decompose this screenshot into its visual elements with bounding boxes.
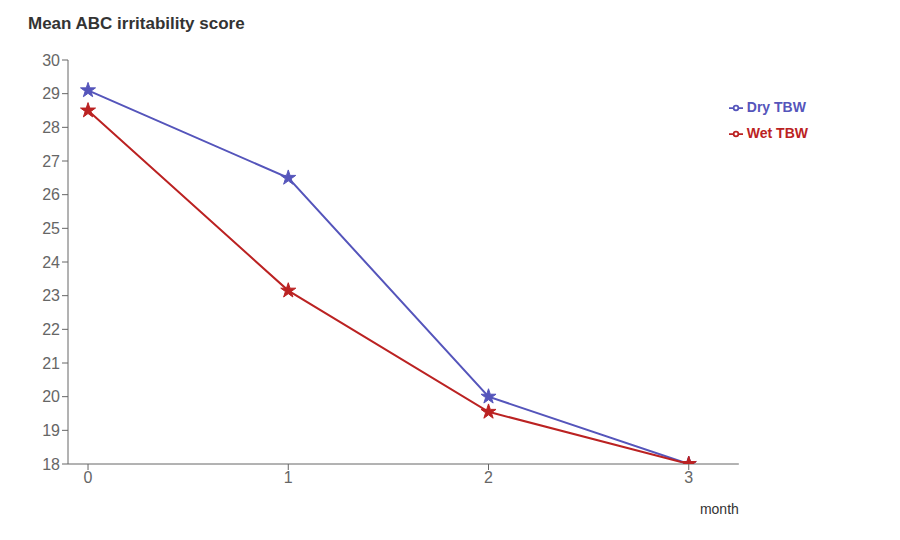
svg-text:3: 3: [684, 469, 693, 486]
svg-text:1: 1: [284, 469, 293, 486]
svg-text:2: 2: [484, 469, 493, 486]
svg-text:28: 28: [42, 119, 60, 136]
svg-text:27: 27: [42, 153, 60, 170]
svg-text:30: 30: [42, 52, 60, 69]
svg-text:22: 22: [42, 321, 60, 338]
html-text:Dry TBW: Dry TBW: [746, 99, 806, 115]
svg-text:25: 25: [42, 220, 60, 237]
svg-text:month: month: [700, 501, 739, 517]
svg-text:26: 26: [42, 186, 60, 203]
svg-text:24: 24: [42, 254, 60, 271]
svg-text:18: 18: [42, 456, 60, 473]
svg-text:0: 0: [84, 469, 93, 486]
html-text:Wet TBW: Wet TBW: [746, 125, 808, 141]
svg-text:21: 21: [42, 355, 60, 372]
svg-text:20: 20: [42, 388, 60, 405]
svg-text:29: 29: [42, 85, 60, 102]
svg-text:19: 19: [42, 422, 60, 439]
svg-text:23: 23: [42, 287, 60, 304]
html-text:Mean ABC irritability score: Mean ABC irritability score: [28, 14, 245, 33]
